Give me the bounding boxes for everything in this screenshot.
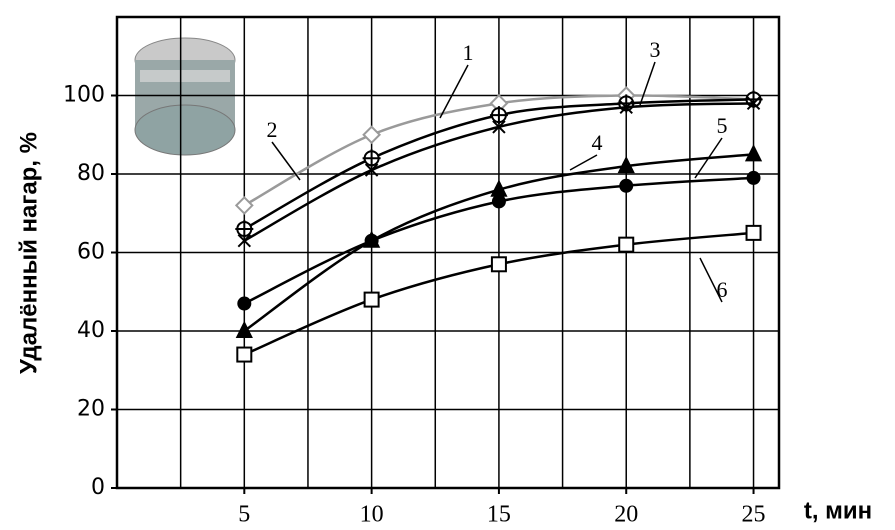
y-tick-label: 40 — [77, 318, 105, 343]
label-leader — [640, 62, 655, 105]
marker — [365, 293, 379, 307]
marker — [619, 238, 633, 252]
label-leader — [570, 155, 597, 170]
chart: Удалённый нагар, % t, мин 0 20 40 60 80 100 5 1… — [0, 0, 895, 530]
y-tick-label: 60 — [77, 240, 105, 265]
series-label: 4 — [592, 130, 603, 155]
y-tick-label: 0 — [91, 475, 105, 500]
series-label: 6 — [717, 277, 728, 302]
y-axis-label: Удалённый нагар, % — [15, 132, 42, 374]
marker — [236, 197, 252, 213]
marker — [238, 298, 250, 310]
marker — [620, 180, 632, 192]
marker — [364, 127, 380, 143]
y-tick-label: 80 — [77, 161, 105, 186]
x-tick-label: 15 — [487, 502, 511, 528]
x-axis-label: t, мин — [804, 497, 872, 524]
marker — [492, 257, 506, 271]
series-label: 2 — [267, 117, 278, 142]
marker — [747, 146, 761, 160]
x-tick-label: 25 — [742, 502, 766, 528]
marker — [366, 235, 378, 247]
marker — [493, 195, 505, 207]
x-tick-label: 5 — [238, 502, 250, 528]
y-tick-label: 20 — [77, 397, 105, 422]
marker — [747, 226, 761, 240]
x-tick-label: 20 — [614, 502, 638, 528]
x-tick-label: 10 — [360, 502, 384, 528]
marker — [237, 323, 251, 337]
series-label: 1 — [463, 40, 474, 65]
marker — [237, 348, 251, 362]
y-tick-label: 100 — [63, 83, 105, 108]
marker — [745, 90, 763, 108]
marker — [748, 172, 760, 184]
series-label: 3 — [650, 37, 661, 62]
inset-photo — [135, 38, 235, 155]
series-label: 5 — [717, 113, 728, 138]
